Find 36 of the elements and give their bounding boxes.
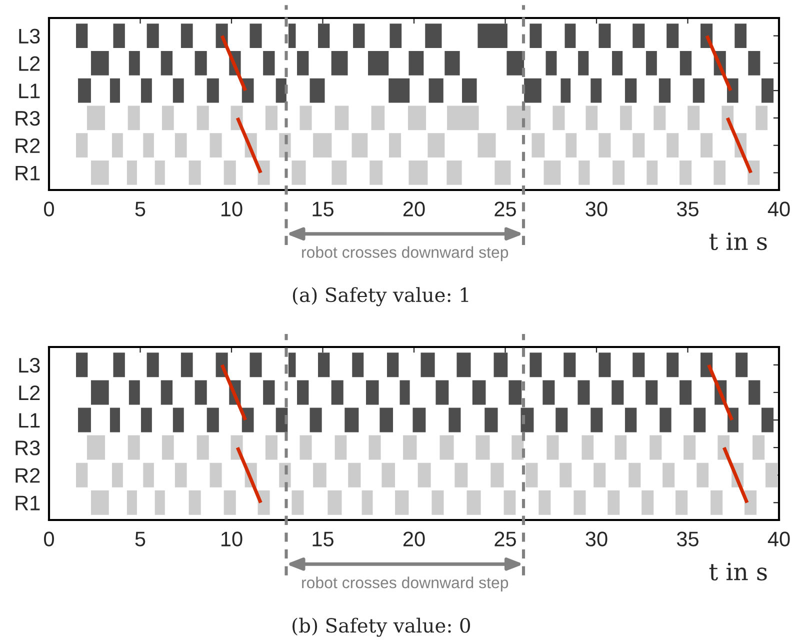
y-tick-label: L1 — [19, 84, 40, 98]
y-tick-label: R2 — [16, 138, 40, 153]
x-tick-label: 5 — [135, 532, 146, 546]
x-axis-title: t in s — [709, 562, 767, 580]
y-tick-label: L1 — [19, 413, 40, 428]
x-tick-label: 25 — [494, 202, 516, 216]
y-tick-label: R1 — [16, 496, 40, 510]
text: (a) Safety value: 1 — [292, 287, 468, 306]
x-tick-label: 0 — [44, 532, 54, 546]
x-tick-label: 5 — [135, 202, 146, 216]
x-tick-label: 20 — [403, 202, 425, 216]
x-tick-label: 25 — [494, 532, 516, 546]
y-tick-label: L2 — [19, 56, 40, 71]
x-tick-label: 15 — [312, 532, 334, 546]
text: robot crosses downward step — [302, 576, 508, 592]
x-tick-label: 10 — [222, 532, 242, 546]
x-tick-label: 0 — [44, 202, 54, 216]
x-tick-label: 20 — [403, 532, 425, 546]
y-tick-label: L3 — [19, 28, 40, 44]
x-tick-label: 35 — [676, 202, 698, 216]
text: robot crosses downward step — [302, 246, 508, 262]
x-axis-title: t in s — [709, 232, 767, 250]
x-tick-label: 30 — [586, 532, 608, 546]
y-tick-label: R3 — [16, 440, 40, 456]
y-tick-label: R1 — [16, 166, 40, 180]
x-tick-label: 10 — [222, 202, 242, 216]
y-tick-label: L3 — [19, 358, 40, 373]
y-tick-label: R3 — [16, 110, 40, 126]
x-tick-label: 40 — [768, 202, 790, 216]
y-tick-label: R2 — [16, 468, 40, 483]
text: (b) Safety value: 0 — [292, 618, 470, 637]
x-tick-label: 15 — [312, 202, 334, 216]
x-tick-label: 35 — [676, 532, 698, 546]
y-tick-label: L2 — [19, 385, 40, 400]
x-tick-label: 40 — [768, 532, 790, 546]
x-tick-label: 30 — [586, 202, 608, 216]
